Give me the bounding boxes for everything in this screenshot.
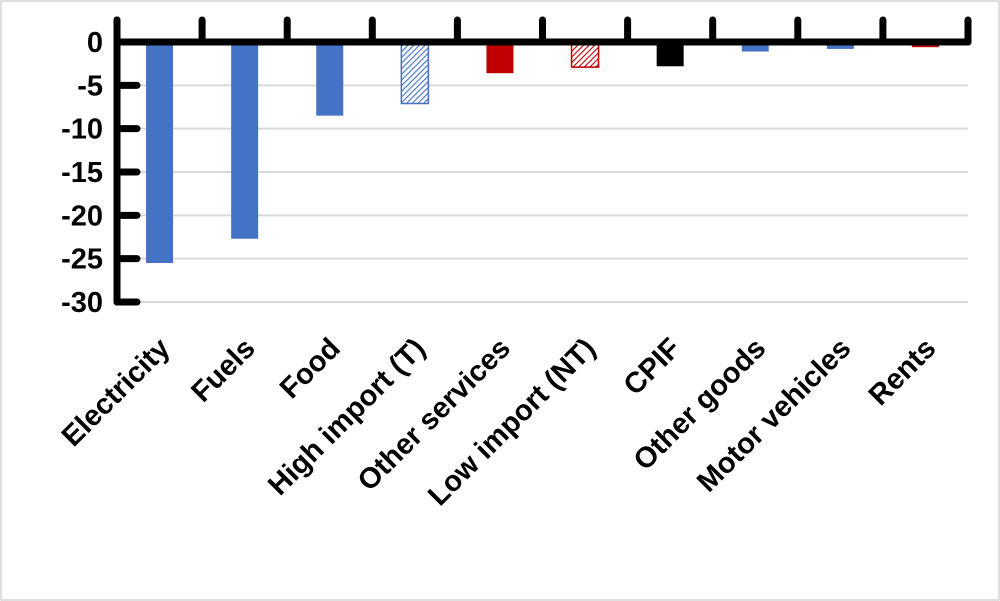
- y-tick-label: -15: [61, 157, 103, 189]
- bar-high-import-t: [400, 41, 430, 105]
- bar-other-services: [486, 42, 514, 74]
- bar-food: [316, 42, 344, 116]
- y-tick-label: -25: [61, 244, 103, 276]
- y-tick-label: -20: [61, 200, 103, 232]
- y-tick-label: -30: [61, 287, 103, 319]
- y-tick-label: -5: [77, 70, 103, 102]
- y-tick-label: -10: [61, 114, 103, 146]
- y-tick-label: 0: [87, 27, 103, 59]
- bar-cpif: [656, 42, 684, 67]
- bar-other-goods: [741, 42, 769, 52]
- bar-fuels: [231, 42, 259, 239]
- bar-low-import-nt: [570, 41, 600, 68]
- bar-electricity: [146, 42, 174, 263]
